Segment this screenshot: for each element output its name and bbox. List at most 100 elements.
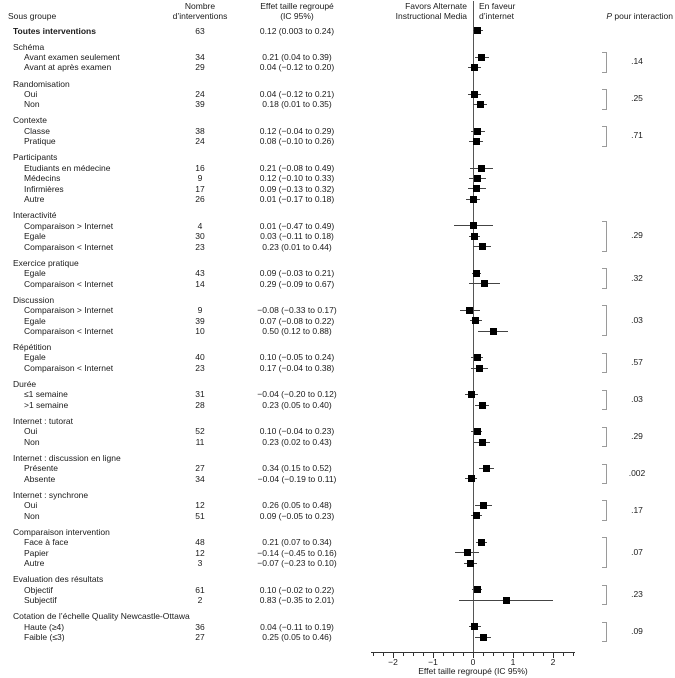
row-label: Non bbox=[24, 436, 40, 447]
x-axis-minor-tick bbox=[443, 653, 444, 656]
p-value: .07 bbox=[631, 546, 643, 557]
p-value: .29 bbox=[631, 230, 643, 241]
x-axis-minor-tick bbox=[413, 653, 414, 656]
effect-marker bbox=[472, 138, 480, 146]
n-interventions-value: 14 bbox=[195, 278, 205, 289]
effect-ci-text: 0.10 (−0.04 to 0.23) bbox=[259, 426, 335, 437]
p-bracket bbox=[602, 89, 607, 110]
effect-ci-text: 0.18 (0.01 to 0.35) bbox=[262, 99, 332, 110]
row-label: Egale bbox=[24, 231, 46, 242]
n-interventions-value: 39 bbox=[195, 99, 205, 110]
row-label: Autre bbox=[24, 194, 45, 205]
effect-marker bbox=[469, 195, 477, 203]
section-header-label: Randomisation bbox=[13, 78, 70, 89]
n-interventions-value: 27 bbox=[195, 632, 205, 642]
column-header-effect-line2: (IC 95%) bbox=[280, 11, 314, 21]
n-interventions-value: 28 bbox=[195, 399, 205, 410]
effect-ci-text: 0.04 (−0.12 to 0.21) bbox=[259, 88, 335, 99]
n-interventions-value: 26 bbox=[195, 194, 205, 205]
effect-marker bbox=[483, 465, 491, 473]
p-value: .002 bbox=[628, 467, 646, 478]
row-label: Comparaison < Internet bbox=[24, 278, 114, 289]
n-interventions-value: 3 bbox=[197, 558, 203, 569]
n-interventions-value: 51 bbox=[195, 510, 205, 521]
p-bracket bbox=[602, 500, 607, 521]
n-interventions-value: 11 bbox=[195, 436, 205, 447]
n-interventions-value: 16 bbox=[195, 162, 205, 173]
row-label: Non bbox=[24, 99, 40, 110]
effect-ci-text: 0.23 (0.02 to 0.43) bbox=[262, 436, 332, 447]
effect-ci-text: 0.09 (−0.13 to 0.32) bbox=[259, 183, 335, 194]
p-value: .25 bbox=[631, 93, 643, 104]
effect-marker bbox=[463, 549, 471, 557]
row-label: Non bbox=[24, 510, 40, 521]
n-interventions-value: 12 bbox=[195, 547, 205, 558]
row-label: Comparaison > Internet bbox=[24, 220, 114, 231]
x-axis-minor-tick bbox=[533, 653, 534, 656]
n-interventions-value: 61 bbox=[195, 584, 205, 595]
effect-marker bbox=[469, 222, 477, 230]
section-header-label: Internet : synchrone bbox=[13, 489, 89, 500]
row-label: Papier bbox=[24, 547, 49, 558]
n-interventions-value: 2 bbox=[197, 595, 203, 606]
effect-ci-text: 0.83 (−0.35 to 2.01) bbox=[259, 595, 335, 606]
column-header-n-line2: d’interventions bbox=[172, 11, 228, 21]
effect-ci-text: 0.34 (0.15 to 0.52) bbox=[262, 463, 332, 474]
effect-marker bbox=[502, 596, 510, 604]
effect-marker bbox=[479, 501, 487, 509]
p-value: .03 bbox=[631, 393, 643, 404]
n-interventions-value: 34 bbox=[195, 473, 205, 484]
row-label: Egale bbox=[24, 315, 46, 326]
p-bracket bbox=[602, 305, 607, 337]
effect-marker bbox=[477, 538, 485, 546]
column-header-p-interaction: P pour interaction bbox=[560, 11, 673, 21]
favors-right-label-line1: En faveur bbox=[479, 1, 516, 11]
row-label: Subjectif bbox=[24, 595, 57, 606]
p-bracket bbox=[602, 52, 607, 73]
effect-ci-text: −0.14 (−0.45 to 0.16) bbox=[257, 547, 337, 558]
p-value: .09 bbox=[631, 626, 643, 636]
x-axis-major-tick bbox=[553, 653, 554, 658]
x-axis-minor-tick bbox=[543, 653, 544, 656]
x-axis-tick-label: 1 bbox=[510, 657, 516, 667]
section-header-label: Contexte bbox=[13, 115, 48, 126]
section-header-label: Internet : tutorat bbox=[13, 415, 74, 426]
x-axis-minor-tick bbox=[483, 653, 484, 656]
row-label: Egale bbox=[24, 352, 46, 363]
x-axis-major-tick bbox=[393, 653, 394, 658]
row-label: Classe bbox=[24, 125, 50, 136]
section-header-label: Participants bbox=[13, 152, 58, 163]
n-interventions-value: 39 bbox=[195, 315, 205, 326]
effect-ci-text: 0.01 (−0.47 to 0.49) bbox=[259, 220, 335, 231]
x-axis-tick-label: 2 bbox=[550, 657, 556, 667]
effect-ci-text: 0.21 (0.07 to 0.34) bbox=[262, 537, 332, 548]
x-axis-major-tick bbox=[433, 653, 434, 658]
effect-marker bbox=[467, 391, 475, 399]
n-interventions-value: 12 bbox=[195, 500, 205, 511]
effect-ci-text: 0.10 (−0.05 to 0.24) bbox=[259, 352, 335, 363]
effect-marker bbox=[477, 53, 485, 61]
effect-marker bbox=[479, 633, 487, 641]
n-interventions-value: 31 bbox=[195, 389, 205, 400]
x-axis-minor-tick bbox=[573, 653, 574, 656]
row-label: Egale bbox=[24, 268, 46, 279]
effect-ci-text: 0.50 (0.12 to 0.88) bbox=[262, 325, 332, 336]
section-header-label: Durée bbox=[13, 378, 37, 389]
p-value: .14 bbox=[631, 56, 643, 67]
effect-marker bbox=[472, 317, 480, 325]
favors-right-label-line2: d’internet bbox=[479, 11, 514, 21]
x-axis-minor-tick bbox=[383, 653, 384, 656]
effect-marker bbox=[478, 401, 486, 409]
effect-marker bbox=[473, 354, 481, 362]
row-label: Avant examen seulement bbox=[24, 52, 120, 62]
row-label: Avant at après examen bbox=[24, 62, 112, 73]
effect-ci-text: 0.23 (0.05 to 0.40) bbox=[262, 399, 332, 410]
row-label: Comparaison > Internet bbox=[24, 305, 114, 316]
n-interventions-value: 52 bbox=[195, 426, 205, 437]
section-header-label: Evaluation des résultats bbox=[13, 574, 104, 585]
effect-marker bbox=[473, 185, 481, 193]
p-value: .32 bbox=[631, 272, 643, 283]
row-label: Comparaison < Internet bbox=[24, 241, 114, 252]
n-interventions-value: 34 bbox=[195, 52, 205, 62]
section-header-label: Discussion bbox=[13, 294, 55, 305]
